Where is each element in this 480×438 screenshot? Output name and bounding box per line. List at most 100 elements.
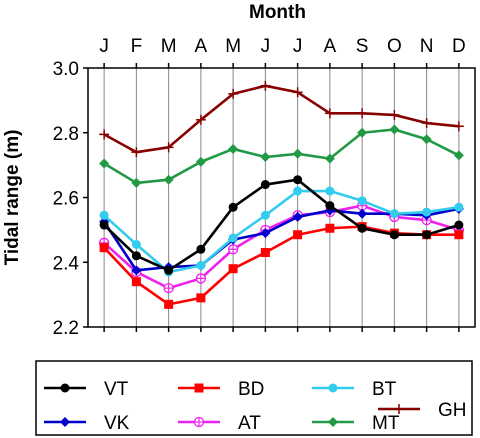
y-tick-label: 2.4 [53, 253, 80, 274]
x-tick-label: M [161, 36, 177, 57]
x-tick-label: A [195, 36, 208, 57]
legend-item-vk: VK [44, 413, 130, 434]
x-tick-label: D [452, 36, 466, 57]
data-point-gh [421, 118, 432, 129]
legend-item-mt: MT [312, 413, 400, 434]
series-line-gh [103, 84, 460, 154]
data-point-bt [422, 207, 432, 217]
legend-item-at: AT [178, 413, 261, 434]
data-point-vt [131, 251, 141, 261]
data-point-vt [325, 201, 335, 211]
ticks-layer: J F M A M J J A S O N D2.22.42.62.83.0 [53, 36, 466, 339]
legend: VT BD BT VK AT MT GH [44, 379, 467, 434]
data-point-mt [99, 158, 110, 169]
y-tick-label: 2.6 [53, 189, 79, 210]
data-point-bt [325, 186, 335, 196]
x-tick-label: F [131, 36, 143, 57]
legend-item-vt: VT [44, 379, 129, 400]
x-tick-label: J [293, 36, 303, 57]
series-line-bt [103, 189, 460, 274]
data-point-vk [260, 228, 271, 239]
data-point-at [163, 282, 174, 294]
legend-label-bt: BT [372, 379, 397, 400]
legend-label-vt: VT [104, 379, 129, 400]
data-point-bd [325, 223, 335, 233]
x-tick-label: M [225, 36, 241, 57]
data-point-gh [195, 114, 206, 125]
data-point-gh [260, 80, 271, 91]
legend-item-gh: GH [378, 400, 467, 421]
data-point-bd [228, 264, 238, 274]
series-line-at [103, 204, 460, 290]
data-point-mt [292, 148, 303, 159]
data-point-vt [293, 175, 303, 185]
y-tick-label: 3.0 [53, 59, 79, 80]
data-point-vt [422, 230, 432, 240]
data-point-vt [196, 244, 206, 254]
series-mt [99, 124, 464, 188]
x-tick-label: S [356, 36, 369, 57]
data-point-mt [260, 152, 271, 163]
data-point-gh [163, 142, 174, 153]
data-point-gh [292, 87, 303, 98]
data-point-bt [260, 210, 270, 220]
data-point-bt [228, 233, 238, 243]
series-line-bd [103, 225, 459, 306]
data-point-bt [357, 196, 367, 206]
data-point-gh [99, 129, 110, 140]
data-point-bd [131, 277, 141, 287]
data-point-bt [196, 260, 206, 270]
legend-box [35, 360, 473, 436]
legend-marker-mt [328, 417, 338, 427]
data-point-bt [99, 210, 109, 220]
data-point-bt [454, 202, 464, 212]
x-tick-label: J [261, 36, 271, 57]
data-point-bd [99, 243, 109, 253]
data-point-mt [163, 174, 174, 185]
data-point-vt [99, 220, 109, 230]
data-point-mt [357, 127, 368, 138]
data-point-gh [228, 88, 239, 99]
data-point-vt [389, 230, 399, 240]
data-point-bt [293, 186, 303, 196]
data-point-gh [389, 109, 400, 120]
data-point-vt [454, 220, 464, 230]
y-tick-label: 2.2 [53, 318, 79, 339]
legend-label-gh: GH [438, 400, 467, 421]
data-point-bd [260, 248, 270, 258]
series-line-vt [103, 178, 460, 272]
data-point-mt [421, 134, 432, 145]
legend-label-at: AT [238, 413, 261, 434]
data-point-bt [131, 239, 141, 249]
series-layer [98, 80, 465, 309]
legend-label-mt: MT [372, 413, 400, 434]
data-point-bd [454, 230, 464, 240]
x-tick-label: A [324, 36, 337, 57]
data-point-bd [293, 230, 303, 240]
data-point-mt [389, 124, 400, 135]
legend-marker-bd [194, 383, 204, 393]
data-point-mt [228, 143, 239, 154]
series-vt [99, 175, 464, 275]
data-point-mt [453, 150, 464, 161]
legend-marker-at [193, 416, 205, 428]
data-point-at [227, 244, 239, 255]
data-point-mt [324, 153, 335, 164]
y-axis-title: Tidal range (m) [2, 130, 23, 266]
legend-item-bd: BD [178, 379, 264, 400]
data-point-gh [453, 121, 464, 132]
data-point-bd [164, 299, 174, 309]
x-tick-label: J [99, 36, 109, 57]
data-point-vk [131, 265, 142, 276]
data-point-vt [228, 202, 238, 212]
legend-item-bt: BT [312, 379, 397, 400]
grid-lines [103, 68, 460, 327]
data-point-mt [131, 177, 142, 188]
data-point-bd [196, 293, 206, 303]
data-point-vt [260, 180, 270, 190]
data-point-vk [292, 211, 303, 222]
data-point-vk [357, 208, 368, 219]
data-point-vt [357, 223, 367, 233]
data-point-mt [195, 156, 206, 167]
